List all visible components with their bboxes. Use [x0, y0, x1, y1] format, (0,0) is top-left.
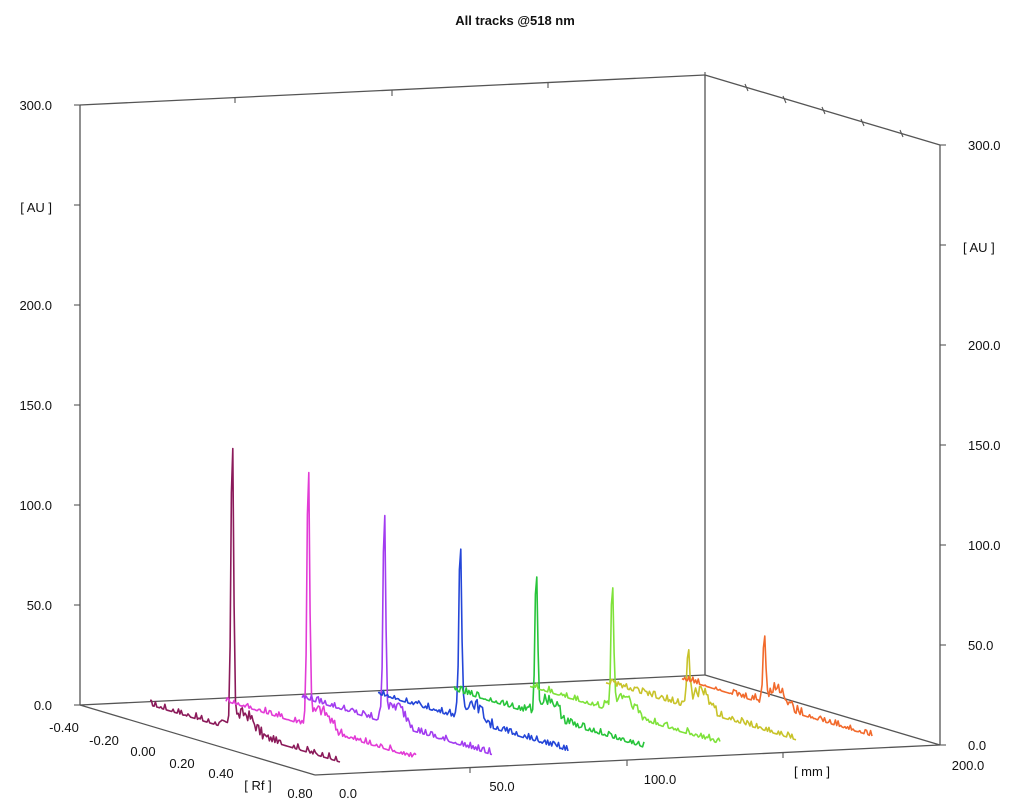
- right-y-tick-label: 50.0: [968, 638, 993, 653]
- track-trace-5: [453, 576, 645, 748]
- right-y-tick-label: 150.0: [968, 438, 1001, 453]
- mm-tick-label: 200.0: [952, 758, 985, 773]
- left-y-tick-label: 0.0: [34, 698, 52, 713]
- left-y-tick-label: 50.0: [27, 598, 52, 613]
- left-y-tick-label: 150.0: [19, 398, 52, 413]
- chart-title: All tracks @518 nm: [455, 13, 575, 28]
- track-trace-3: [301, 514, 493, 756]
- mm-tick-label: 0.0: [339, 786, 357, 799]
- right-y-tick-label: 100.0: [968, 538, 1001, 553]
- box-frame: [79, 74, 941, 776]
- mm-tick-label: 100.0: [644, 772, 677, 787]
- floor-back-edge: [79, 674, 706, 706]
- right-y-ticks: 0.0 50.0 100.0 150.0 200.0 300.0 [ AU ]: [940, 138, 1001, 753]
- right-y-tick-label: 200.0: [968, 338, 1001, 353]
- left-y-ticks: 0.0 50.0 100.0 150.0 200.0 300.0 [ AU ]: [19, 98, 80, 713]
- rf-tick-label: 0.00: [130, 744, 155, 759]
- mm-tick-label: 50.0: [489, 779, 514, 794]
- mm-axis-labels: 0.0 50.0 100.0 200.0 [ mm ]: [339, 752, 984, 799]
- right-top-edge: [704, 74, 941, 146]
- floor-right-edge: [704, 674, 941, 746]
- rf-axis-labels: -0.40 -0.20 0.00 0.20 0.40 0.80 [ Rf ]: [49, 720, 312, 799]
- rf-axis-label: [ Rf ]: [244, 778, 271, 793]
- track-trace-4: [377, 548, 569, 752]
- mm-axis-label: [ mm ]: [794, 764, 830, 779]
- track-trace-2: [225, 471, 417, 758]
- rf-tick-label: 0.40: [208, 766, 233, 781]
- rf-tick-label: -0.20: [89, 733, 119, 748]
- left-y-tick-label: 100.0: [19, 498, 52, 513]
- rf-axis: [79, 704, 316, 776]
- right-y-tick-label: 0.0: [968, 738, 986, 753]
- track-trace-1: [149, 447, 341, 763]
- left-y-tick-label: 300.0: [19, 98, 52, 113]
- track-trace-8: [681, 635, 873, 737]
- rf-tick-label: 0.20: [169, 756, 194, 771]
- left-y-axis-label: [ AU ]: [20, 200, 52, 215]
- left-y-tick-label: 200.0: [19, 298, 52, 313]
- trace-group: [149, 447, 873, 763]
- right-y-axis-label: [ AU ]: [963, 240, 995, 255]
- rf-tick-label: -0.40: [49, 720, 79, 735]
- back-edge-ticks: [234, 72, 904, 138]
- track-trace-7: [605, 648, 797, 741]
- track-trace-6: [529, 587, 721, 744]
- right-y-tick-label: 300.0: [968, 138, 1001, 153]
- rf-tick-label: 0.80: [287, 786, 312, 799]
